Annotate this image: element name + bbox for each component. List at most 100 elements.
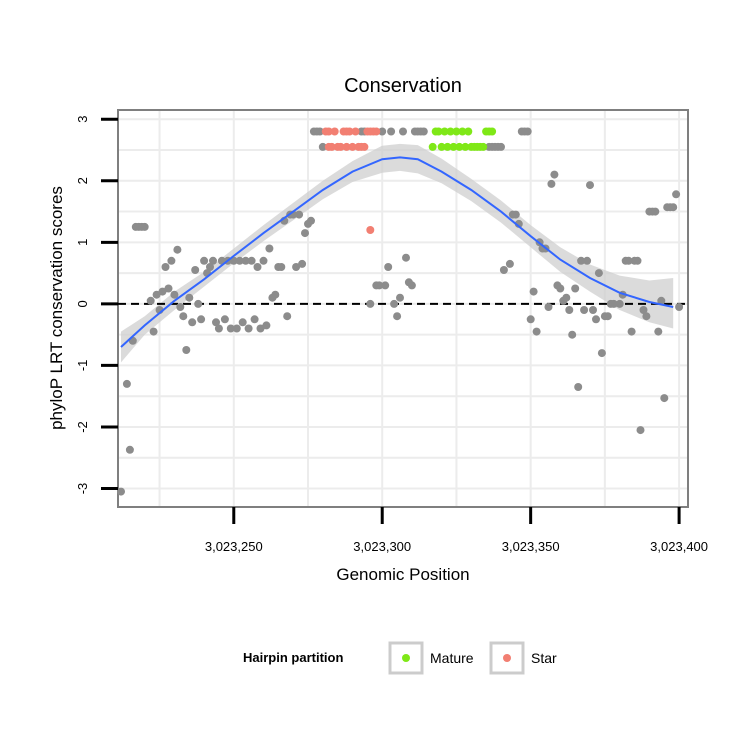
point-mature xyxy=(449,142,458,151)
point-other xyxy=(200,256,209,265)
point-other xyxy=(532,327,541,336)
point-other xyxy=(117,487,125,496)
legend: Hairpin partition Mature Star xyxy=(243,641,557,675)
point-other xyxy=(256,324,265,333)
point-other xyxy=(226,324,235,333)
point-other xyxy=(318,142,327,151)
point-star xyxy=(351,127,360,136)
point-other xyxy=(657,296,666,305)
point-other xyxy=(577,256,586,265)
point-other xyxy=(505,259,514,268)
point-other xyxy=(642,312,651,321)
x-tick-label: 3,023,350 xyxy=(502,539,560,554)
point-other xyxy=(271,290,280,299)
point-mature xyxy=(440,127,449,136)
point-other xyxy=(565,306,574,314)
point-other xyxy=(523,127,532,136)
point-other xyxy=(197,315,206,324)
point-other xyxy=(562,293,571,302)
point-other xyxy=(307,216,315,225)
point-other xyxy=(526,315,535,324)
point-other xyxy=(283,312,292,321)
point-mature xyxy=(464,127,473,136)
gridlines xyxy=(118,110,688,507)
point-star xyxy=(342,142,351,151)
x-tick-label: 3,023,400 xyxy=(650,539,708,554)
point-star xyxy=(327,142,336,151)
point-other xyxy=(675,303,684,311)
point-other xyxy=(574,383,583,391)
point-other xyxy=(241,256,250,265)
point-other xyxy=(191,266,200,274)
y-tick-label: -1 xyxy=(75,360,90,372)
point-other xyxy=(586,181,594,190)
point-other xyxy=(298,259,307,268)
point-other xyxy=(556,284,565,293)
chart-title: Conservation xyxy=(344,75,462,97)
point-other xyxy=(295,210,304,219)
point-other xyxy=(122,379,131,388)
point-other xyxy=(378,127,387,136)
y-axis-title: phyloP LRT conservation scores xyxy=(47,186,66,430)
point-star xyxy=(336,142,345,151)
point-star xyxy=(360,142,369,151)
point-other xyxy=(594,269,603,278)
point-other xyxy=(580,306,589,314)
scatter-points xyxy=(117,127,684,496)
point-other xyxy=(247,256,256,265)
point-other xyxy=(220,315,229,324)
legend-title: Hairpin partition xyxy=(243,650,343,665)
point-other xyxy=(550,170,559,179)
point-star xyxy=(348,142,357,151)
point-other xyxy=(232,324,241,333)
point-star xyxy=(324,127,333,136)
point-other xyxy=(609,299,618,308)
point-mature xyxy=(437,142,446,151)
point-other xyxy=(140,222,149,231)
point-other xyxy=(262,321,271,330)
point-other xyxy=(402,253,410,262)
point-other xyxy=(396,293,404,302)
point-star xyxy=(366,226,375,234)
point-other xyxy=(387,127,396,136)
point-other xyxy=(603,312,612,321)
x-axis-title: Genomic Position xyxy=(336,565,469,584)
y-tick-label: 2 xyxy=(75,177,90,184)
legend-key-star-marker xyxy=(503,654,511,662)
point-other xyxy=(544,303,553,311)
point-other xyxy=(173,245,182,254)
point-other xyxy=(235,256,244,265)
x-tick-label: 3,023,250 xyxy=(205,539,263,554)
point-mature xyxy=(428,142,437,151)
point-other xyxy=(568,330,577,339)
point-other xyxy=(651,207,660,216)
point-other xyxy=(170,290,179,299)
point-other xyxy=(615,299,624,308)
point-other xyxy=(188,318,197,327)
point-other xyxy=(589,306,597,314)
y-tick-label: -2 xyxy=(75,421,90,433)
point-mature xyxy=(446,127,455,136)
point-other xyxy=(265,244,274,253)
point-other xyxy=(125,445,134,454)
point-other xyxy=(182,346,191,354)
point-other xyxy=(164,284,173,293)
legend-label-mature: Mature xyxy=(430,650,474,666)
point-mature xyxy=(488,127,497,136)
point-other xyxy=(654,327,663,336)
point-other xyxy=(660,394,669,403)
point-other xyxy=(179,312,188,321)
point-other xyxy=(624,256,633,265)
confidence-band-group xyxy=(121,143,674,363)
point-other xyxy=(547,179,556,188)
y-tick-label: 3 xyxy=(75,116,90,123)
point-other xyxy=(393,312,402,321)
point-other xyxy=(206,263,214,271)
point-other xyxy=(529,287,538,296)
point-other xyxy=(214,324,223,333)
point-other xyxy=(390,299,399,308)
point-other xyxy=(250,315,259,324)
point-mature xyxy=(434,127,443,136)
